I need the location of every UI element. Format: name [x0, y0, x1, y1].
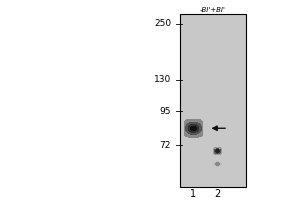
Text: 250: 250: [154, 19, 171, 28]
Text: 95: 95: [160, 107, 171, 116]
Text: 1: 1: [190, 189, 196, 199]
Text: 72: 72: [160, 141, 171, 150]
Bar: [180, 14, 246, 187]
Text: 2: 2: [214, 189, 220, 199]
Text: -BI'+BI': -BI'+BI': [200, 7, 226, 13]
Text: 130: 130: [154, 75, 171, 84]
